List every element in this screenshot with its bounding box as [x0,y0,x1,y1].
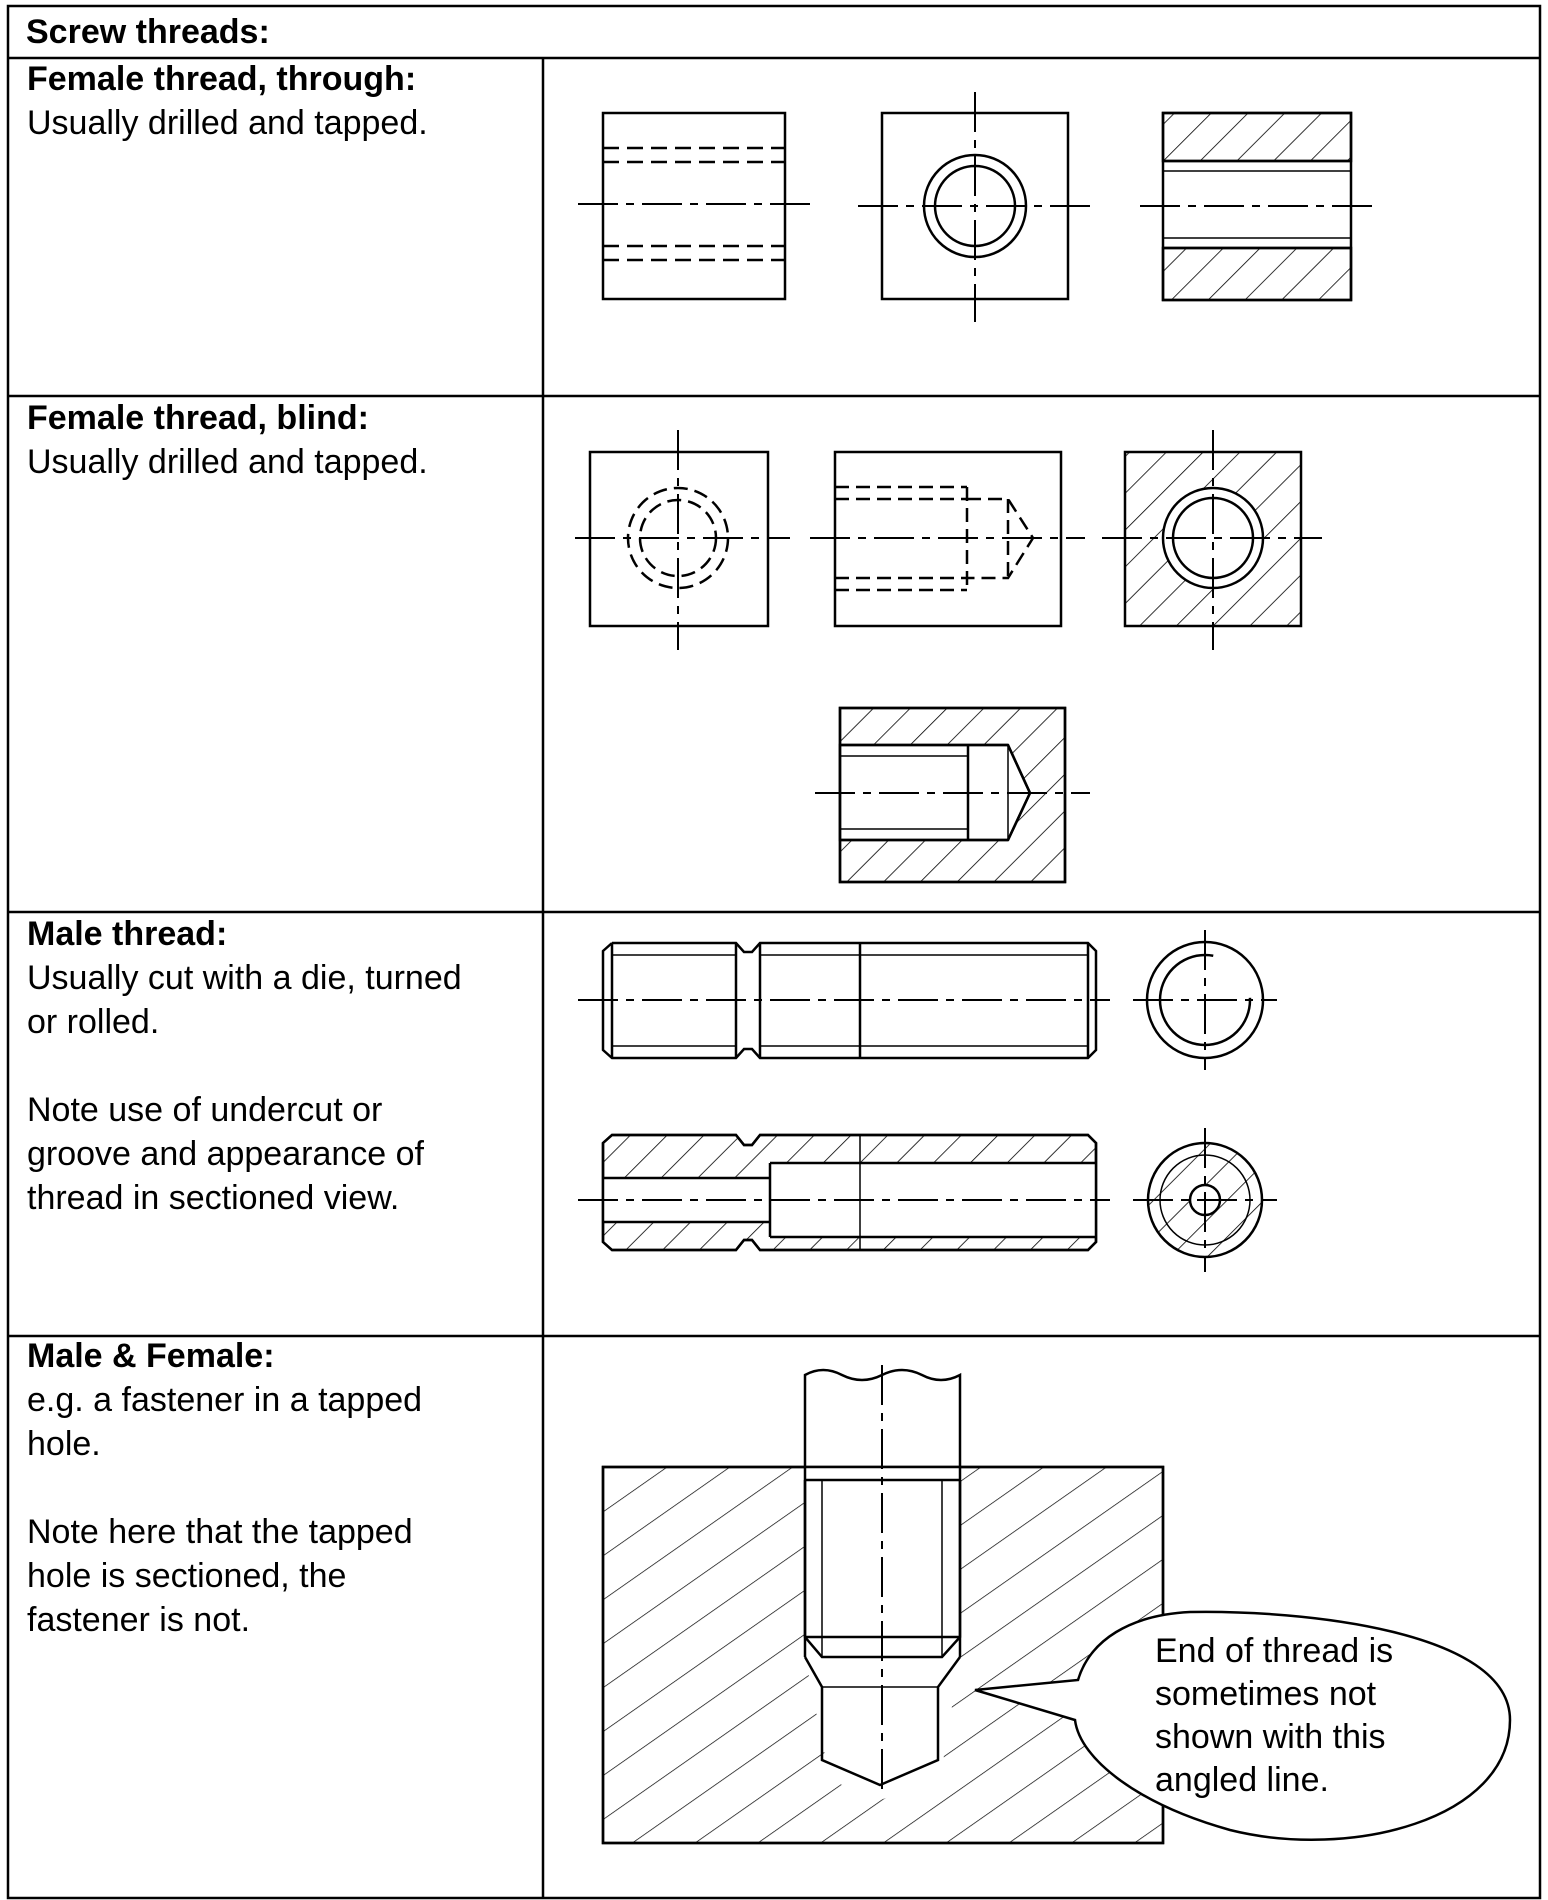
male-thread-side-view [578,941,1110,1060]
row-spacer [27,1044,462,1088]
female-through-end-view [858,92,1092,322]
female-blind-side-section [815,706,1090,884]
row-description: Usually drilled and tapped. [27,104,428,142]
row-description-line: hole. [27,1425,101,1463]
male-thread-section-view [578,1133,1110,1252]
row-male-female: Male & Female: e.g. a fastener in a tapp… [27,1334,422,1642]
sheet-title: Screw threads: [26,13,270,51]
row-female-through: Female thread, through: Usually drilled … [27,57,428,145]
row-title: Female thread, blind: [27,399,369,437]
callout-line: angled line. [1155,1761,1329,1799]
row-description-line: e.g. a fastener in a tapped [27,1381,423,1419]
row-description-line: or rolled. [27,1003,160,1041]
female-through-side-view [578,111,812,301]
row-female-blind: Female thread, blind: Usually drilled an… [27,396,428,484]
male-thread-end-view [1133,930,1277,1070]
callout-line: shown with this [1155,1718,1386,1756]
callout-text: End of thread is sometimes not shown wit… [1155,1630,1393,1802]
female-blind-end-view [575,430,790,650]
row-title: Male & Female: [27,1337,275,1375]
male-thread-end-section [1133,1128,1277,1272]
female-blind-side-view [810,450,1085,628]
table-grid [6,4,1542,1900]
female-through-section-view [1140,111,1375,302]
callout-bubble [974,1610,1512,1841]
row-note-line: Note use of undercut or [27,1091,383,1129]
female-blind-end-section [1102,430,1322,650]
row-note-line: fastener is not. [27,1601,251,1639]
row-description: Usually drilled and tapped. [27,443,428,481]
row-spacer [27,1466,422,1510]
fastener [803,1365,962,1790]
row-description-line: Usually cut with a die, turned [27,959,462,997]
callout-line: End of thread is [1155,1632,1394,1670]
row-title: Female thread, through: [27,60,417,98]
row-male-thread: Male thread: Usually cut with a die, tur… [27,912,462,1220]
row-note-line: hole is sectioned, the [27,1557,347,1595]
row-title: Male thread: [27,915,228,953]
callout-line: sometimes not [1155,1675,1377,1713]
row-note-line: thread in sectioned view. [27,1179,400,1217]
row-note-line: Note here that the tapped [27,1513,413,1551]
row-note-line: groove and appearance of [27,1135,424,1173]
